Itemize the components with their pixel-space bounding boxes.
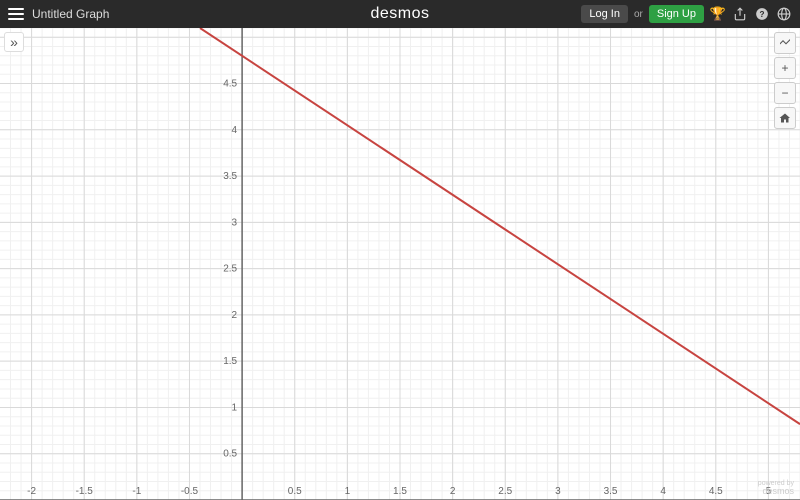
svg-text:0.5: 0.5: [288, 486, 302, 497]
svg-text:-1: -1: [132, 486, 141, 497]
svg-text:1: 1: [345, 486, 351, 497]
svg-text:2: 2: [450, 486, 456, 497]
expand-panel-button[interactable]: »: [4, 32, 24, 52]
graph-title[interactable]: Untitled Graph: [32, 7, 109, 21]
svg-text:4: 4: [660, 486, 666, 497]
signup-button[interactable]: Sign Up: [649, 5, 704, 23]
svg-text:1.5: 1.5: [223, 356, 237, 367]
svg-text:3: 3: [232, 217, 238, 228]
svg-text:1.5: 1.5: [393, 486, 407, 497]
watermark: powered by desmos: [758, 480, 794, 496]
trophy-icon[interactable]: 🏆: [710, 6, 726, 22]
app-header: Untitled Graph desmos Log In or Sign Up …: [0, 0, 800, 28]
svg-text:3: 3: [555, 486, 561, 497]
svg-text:-2: -2: [27, 486, 36, 497]
svg-text:?: ?: [760, 10, 765, 19]
desmos-logo: desmos: [370, 5, 429, 23]
login-button[interactable]: Log In: [581, 5, 628, 23]
help-icon[interactable]: ?: [754, 6, 770, 22]
or-text: or: [634, 9, 643, 20]
svg-text:2: 2: [232, 310, 238, 321]
svg-text:4: 4: [232, 125, 238, 136]
globe-icon[interactable]: [776, 6, 792, 22]
svg-text:4.5: 4.5: [709, 486, 723, 497]
header-left: Untitled Graph: [8, 7, 109, 21]
zoom-out-button[interactable]: −: [774, 82, 796, 104]
svg-text:2.5: 2.5: [498, 486, 512, 497]
share-icon[interactable]: [732, 6, 748, 22]
main-area: » + − -2-1.5-1-0.50.511.522.533.544.550.…: [0, 28, 800, 500]
svg-text:-1.5: -1.5: [76, 486, 94, 497]
header-right: Log In or Sign Up 🏆 ?: [581, 5, 792, 23]
menu-icon[interactable]: [8, 8, 24, 20]
settings-button[interactable]: [774, 32, 796, 54]
svg-text:2.5: 2.5: [223, 264, 237, 275]
svg-text:3.5: 3.5: [223, 171, 237, 182]
svg-text:4.5: 4.5: [223, 79, 237, 90]
svg-text:3.5: 3.5: [604, 486, 618, 497]
graph-tools: + −: [774, 32, 796, 129]
zoom-in-button[interactable]: +: [774, 57, 796, 79]
svg-text:-0.5: -0.5: [181, 486, 199, 497]
graph-canvas[interactable]: -2-1.5-1-0.50.511.522.533.544.550.511.52…: [0, 28, 800, 500]
home-button[interactable]: [774, 107, 796, 129]
svg-text:1: 1: [232, 402, 238, 413]
svg-text:0.5: 0.5: [223, 449, 237, 460]
